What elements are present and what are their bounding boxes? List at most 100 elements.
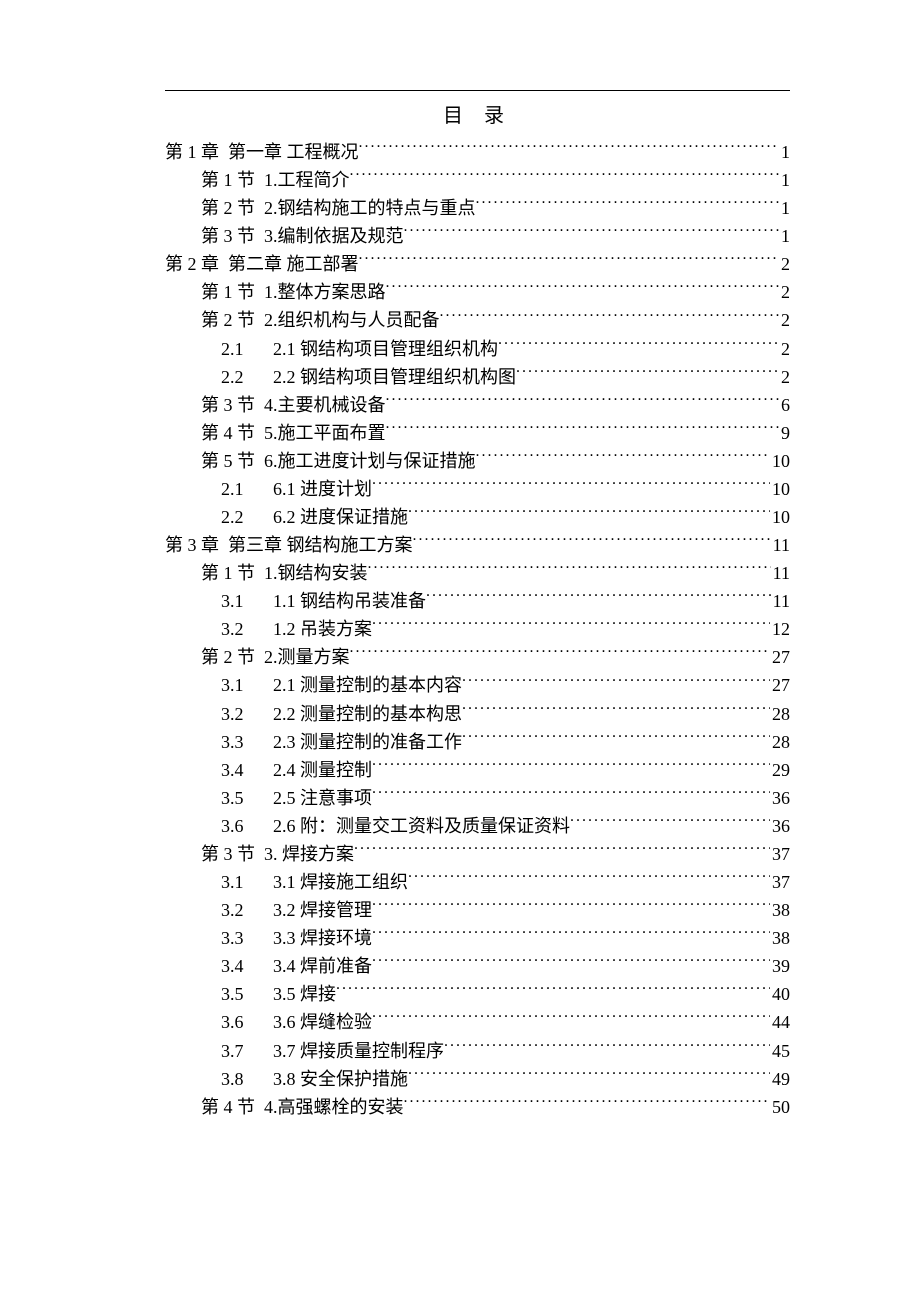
toc-leader-dots	[570, 812, 770, 832]
toc-entry-title: 第一章 工程概况	[228, 138, 359, 166]
toc-entry-number: 第 2 节	[201, 194, 255, 222]
toc-entry-page: 11	[771, 587, 790, 615]
toc-entry-page: 2	[779, 250, 790, 278]
toc-entry: 第 1 节 1.工程简介1	[165, 166, 790, 194]
toc-entry-number: 3.6	[221, 1008, 273, 1036]
toc-leader-dots	[372, 616, 770, 636]
toc-entry-number: 3.4	[221, 756, 273, 784]
toc-entry-page: 1	[779, 138, 790, 166]
toc-entry-title: 3.7 焊接质量控制程序	[273, 1037, 444, 1065]
toc-entry-number: 3.2	[221, 615, 273, 643]
toc-entry-page: 39	[770, 952, 790, 980]
toc-leader-dots	[476, 194, 780, 214]
toc-entry-page: 1	[779, 166, 790, 194]
toc-leader-dots	[336, 981, 770, 1001]
toc-entry-number: 2.1	[221, 475, 273, 503]
toc-entry: 3.43.4 焊前准备39	[165, 952, 790, 980]
toc-entry-page: 2	[779, 335, 790, 363]
toc-entry-number: 第 2 节	[201, 643, 255, 671]
toc-entry-title: 6.2 进度保证措施	[273, 503, 408, 531]
toc-entry-title: 1.工程简介	[264, 166, 350, 194]
toc-entry-number: 3.2	[221, 700, 273, 728]
toc-entry-title: 3.编制依据及规范	[264, 222, 404, 250]
toc-entry-page: 38	[770, 896, 790, 924]
header-rule	[165, 90, 790, 91]
toc-leader-dots	[462, 728, 770, 748]
toc-entry-title: 2.3 测量控制的准备工作	[273, 728, 462, 756]
toc-entry-page: 1	[779, 222, 790, 250]
toc-leader-dots	[372, 756, 770, 776]
toc-leader-dots	[372, 896, 770, 916]
toc-entry-number: 第 1 节	[201, 278, 255, 306]
toc-leader-dots	[426, 587, 771, 607]
toc-entry-title: 2.组织机构与人员配备	[264, 306, 440, 334]
toc-entry-page: 2	[779, 278, 790, 306]
toc-entry-title: 3.8 安全保护措施	[273, 1065, 408, 1093]
toc-entry: 2.22.2 钢结构项目管理组织机构图 2	[165, 363, 790, 391]
toc-entry: 第 1 章 第一章 工程概况 1	[165, 138, 790, 166]
toc-entry-title: 2.2 钢结构项目管理组织机构图	[273, 363, 516, 391]
toc-entry-number: 3.3	[221, 924, 273, 952]
toc-entry-page: 10	[770, 503, 790, 531]
toc-entry-page: 38	[770, 924, 790, 952]
toc-entry-number: 3.5	[221, 784, 273, 812]
toc-entry-title: 3.1 焊接施工组织	[273, 868, 408, 896]
toc-entry: 3.73.7 焊接质量控制程序 45	[165, 1037, 790, 1065]
toc-entry-title: 2.2 测量控制的基本构思	[273, 700, 462, 728]
toc-entry-number: 第 1 章	[165, 138, 219, 166]
toc-entry-title: 2.4 测量控制	[273, 756, 372, 784]
toc-entry: 3.62.6 附：测量交工资料及质量保证资料36	[165, 812, 790, 840]
toc-leader-dots	[476, 447, 771, 467]
toc-leader-dots	[372, 784, 770, 804]
toc-leader-dots	[354, 840, 770, 860]
toc-leader-dots	[404, 222, 780, 242]
toc-leader-dots	[372, 475, 770, 495]
toc-leader-dots	[350, 644, 771, 664]
toc-entry-number: 3.1	[221, 587, 273, 615]
toc-entry-title: 3.5 焊接	[273, 980, 336, 1008]
toc-entry-title: 4.主要机械设备	[264, 391, 386, 419]
toc-entry: 第 1 节 1.整体方案思路2	[165, 278, 790, 306]
toc-entry-number: 2.2	[221, 503, 273, 531]
toc-leader-dots	[372, 1009, 770, 1029]
toc-entry-title: 3.3 焊接环境	[273, 924, 372, 952]
toc-entry-title: 第三章 钢结构施工方案	[228, 531, 413, 559]
toc-leader-dots	[440, 307, 780, 327]
toc-entry-page: 9	[779, 419, 790, 447]
toc-entry-page: 11	[771, 531, 790, 559]
toc-entry: 2.12.1 钢结构项目管理组织机构2	[165, 335, 790, 363]
toc-entry: 第 3 节 4.主要机械设备6	[165, 391, 790, 419]
toc-leader-dots	[516, 363, 779, 383]
toc-entry: 3.83.8 安全保护措施49	[165, 1065, 790, 1093]
toc-entry-title: 2.1 测量控制的基本内容	[273, 671, 462, 699]
toc-entry-title: 第二章 施工部署	[228, 250, 359, 278]
toc-entry: 第 3 节 3. 焊接方案37	[165, 840, 790, 868]
toc-entry-page: 11	[771, 559, 790, 587]
toc-entry-number: 第 3 章	[165, 531, 219, 559]
toc-entry-page: 50	[770, 1093, 790, 1121]
toc-entry: 3.53.5 焊接40	[165, 980, 790, 1008]
toc-leader-dots	[462, 672, 770, 692]
toc-leader-dots	[386, 391, 780, 411]
toc-entry: 3.11.1 钢结构吊装准备11	[165, 587, 790, 615]
toc-leader-dots	[498, 335, 779, 355]
toc-entry-number: 第 3 节	[201, 840, 255, 868]
toc-entry: 3.12.1 测量控制的基本内容27	[165, 671, 790, 699]
toc-entry-page: 28	[770, 700, 790, 728]
toc-entry-number: 3.7	[221, 1037, 273, 1065]
toc-entry-title: 3.4 焊前准备	[273, 952, 372, 980]
toc-entry: 3.23.2 焊接管理38	[165, 896, 790, 924]
toc-entry: 3.13.1 焊接施工组织37	[165, 868, 790, 896]
toc-entry-page: 10	[770, 447, 790, 475]
toc-list: 第 1 章 第一章 工程概况1第 1 节 1.工程简介1第 2 节 2.钢结构施…	[165, 138, 790, 1121]
toc-entry: 第 2 节 2.钢结构施工的特点与重点1	[165, 194, 790, 222]
toc-entry-page: 45	[770, 1037, 790, 1065]
toc-entry-number: 2.2	[221, 363, 273, 391]
toc-entry: 3.22.2 测量控制的基本构思 28	[165, 700, 790, 728]
toc-entry-page: 2	[779, 363, 790, 391]
toc-entry-title: 6.1 进度计划	[273, 475, 372, 503]
toc-entry: 第 2 节 2.组织机构与人员配备2	[165, 306, 790, 334]
toc-entry-number: 第 3 节	[201, 222, 255, 250]
toc-entry-page: 36	[770, 784, 790, 812]
toc-entry: 3.52.5 注意事项36	[165, 784, 790, 812]
